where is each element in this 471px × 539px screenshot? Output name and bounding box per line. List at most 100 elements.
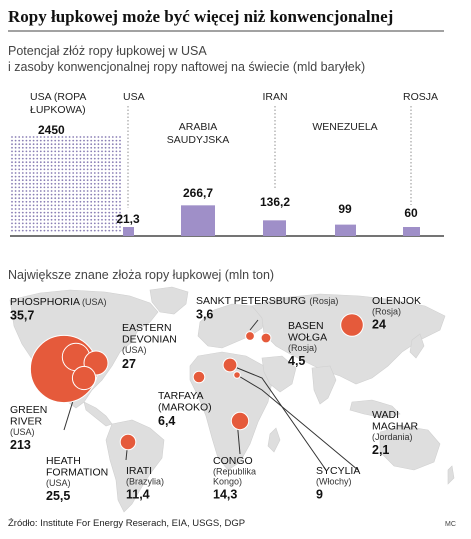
dot-cell — [72, 226, 75, 228]
dot-cell — [97, 154, 100, 156]
dot-cell — [29, 143, 31, 146]
dot-cell — [65, 172, 67, 174]
dot-cell — [101, 190, 103, 192]
dot-cell — [108, 211, 111, 214]
dot-cell — [11, 172, 13, 174]
dot-cell — [108, 193, 111, 196]
dot-cell — [57, 193, 60, 196]
dot-cell — [97, 226, 100, 228]
dot-cell — [57, 150, 60, 153]
dot-cell — [93, 143, 96, 146]
map-label-congo-name-line1: CONGO — [213, 455, 253, 467]
dot-cell — [43, 182, 46, 185]
dot-cell — [90, 179, 93, 182]
dot-cell — [90, 175, 93, 178]
dot-cell — [29, 215, 31, 218]
dot-cell — [68, 186, 71, 189]
dot-cell — [83, 179, 85, 182]
dot-cell — [72, 197, 75, 200]
dot-cell — [25, 143, 28, 146]
map-label-sycylia-value: 9 — [316, 488, 323, 502]
dot-cell — [50, 146, 53, 149]
map-label-congo-region-line1: (Republika — [213, 467, 256, 477]
dot-cell — [90, 229, 93, 232]
dot-cell — [86, 208, 89, 210]
dot-cell — [93, 154, 96, 156]
dot-cell — [111, 190, 114, 192]
dot-cell — [54, 168, 57, 171]
dot-cell — [119, 186, 121, 189]
map-label-tarfaya-value: 6,4 — [158, 414, 175, 428]
dot-cell — [93, 229, 96, 232]
dot-cell — [86, 226, 89, 228]
dot-cell — [11, 193, 13, 196]
dot-cell — [29, 164, 31, 167]
dot-cell — [36, 164, 39, 167]
dot-cell — [86, 161, 89, 164]
dot-cell — [14, 211, 17, 214]
dot-cell — [29, 226, 31, 228]
dot-cell — [72, 136, 75, 138]
dot-cell — [61, 172, 64, 174]
dot-cell — [11, 161, 13, 164]
dot-cell — [79, 161, 82, 164]
dot-cell — [25, 172, 28, 174]
bar-arabia-saudyjska — [181, 205, 215, 236]
dot-cell — [54, 229, 57, 232]
dot-cell — [50, 157, 53, 160]
leader-line-sycylia — [229, 364, 327, 471]
dot-cell — [18, 222, 21, 225]
dot-cell — [115, 146, 118, 149]
dot-cell — [50, 154, 53, 156]
dot-cell — [36, 182, 39, 185]
leader-line-wadi-maghar — [236, 374, 359, 471]
dot-cell — [115, 143, 118, 146]
dot-cell — [93, 172, 96, 174]
dot-cell — [29, 208, 31, 210]
dot-cell — [93, 190, 96, 192]
dot-cell — [32, 197, 35, 200]
dot-cell — [72, 150, 75, 153]
dot-cell — [90, 143, 93, 146]
central-america-shape — [83, 401, 113, 427]
dot-cell — [83, 154, 85, 156]
credit: MC — [445, 521, 456, 528]
dot-cell — [54, 164, 57, 167]
dot-cell — [101, 143, 103, 146]
dot-cell — [83, 204, 85, 207]
dot-cell — [115, 200, 118, 203]
dot-cell — [90, 154, 93, 156]
dot-cell — [57, 154, 60, 156]
dot-cell — [32, 161, 35, 164]
dot-cell — [11, 197, 13, 200]
dot-cell — [57, 204, 60, 207]
dot-cell — [47, 168, 49, 171]
dot-cell — [61, 154, 64, 156]
dot-cell — [108, 197, 111, 200]
dot-cell — [21, 211, 24, 214]
dot-cell — [43, 150, 46, 153]
dot-cell — [104, 154, 107, 156]
dot-cell — [119, 204, 121, 207]
dot-cell — [29, 161, 31, 164]
dot-cell — [47, 211, 49, 214]
dot-cell — [36, 179, 39, 182]
dot-cell — [32, 168, 35, 171]
dot-cell — [50, 208, 53, 210]
dot-cell — [65, 150, 67, 153]
dot-cell — [21, 146, 24, 149]
dot-cell — [21, 164, 24, 167]
dot-cell — [32, 182, 35, 185]
dot-cell — [101, 222, 103, 225]
dot-cell — [43, 172, 46, 174]
dot-cell — [119, 179, 121, 182]
dot-cell — [36, 215, 39, 218]
dot-cell — [21, 190, 24, 192]
dot-cell — [18, 143, 21, 146]
dot-cell — [54, 193, 57, 196]
dot-cell — [43, 200, 46, 203]
dot-cell — [54, 190, 57, 192]
dot-cell — [97, 204, 100, 207]
